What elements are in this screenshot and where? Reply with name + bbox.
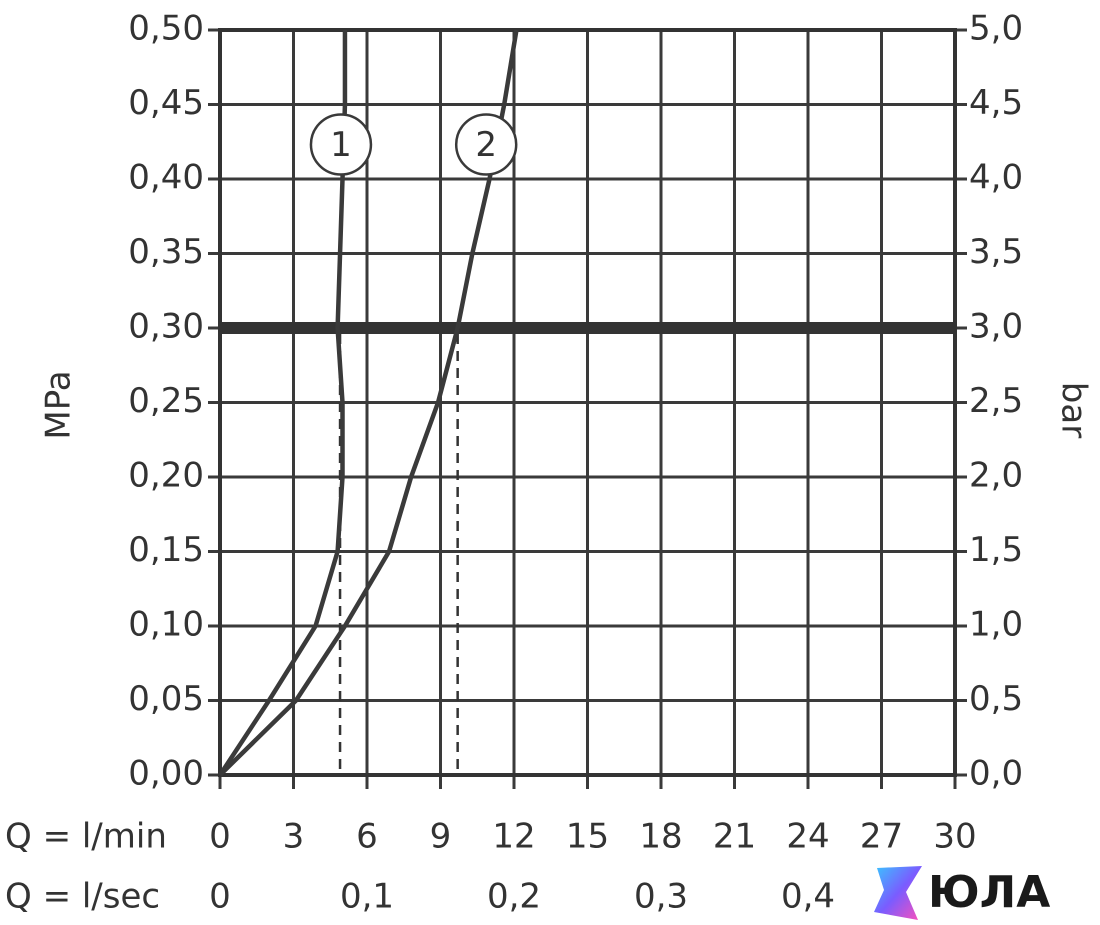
y-tick-label: 0,40 xyxy=(128,158,204,198)
x-tick-label: 3 xyxy=(283,817,305,857)
y-tick-label: 0,05 xyxy=(128,679,204,719)
x-tick-label: 18 xyxy=(639,817,682,857)
x-row-label: Q = l/min xyxy=(5,817,167,857)
y2-tick-label: 4,0 xyxy=(969,158,1023,198)
y-tick-label: 0,25 xyxy=(128,381,204,421)
y2-tick-label: 2,5 xyxy=(969,381,1023,421)
x2-tick-label: 0,2 xyxy=(487,877,541,917)
x2-tick-label: 0,3 xyxy=(634,877,688,917)
y2-tick-label: 3,5 xyxy=(969,232,1023,272)
y2-axis-label: bar xyxy=(1054,382,1094,438)
x-tick-label: 24 xyxy=(786,817,829,857)
y2-tick-label: 2,0 xyxy=(969,456,1023,496)
y-tick-label: 0,20 xyxy=(128,456,204,496)
x2-tick-label: 0 xyxy=(209,877,231,917)
x-tick-label: 0 xyxy=(209,817,231,857)
x-tick-label: 6 xyxy=(356,817,378,857)
y-tick-label: 0,10 xyxy=(128,605,204,645)
logo-icon xyxy=(874,866,922,920)
x2-tick-label: 0,1 xyxy=(340,877,394,917)
y-axis-label: MPa xyxy=(39,370,79,439)
y2-tick-label: 0,0 xyxy=(969,754,1023,794)
x-tick-label: 30 xyxy=(933,817,976,857)
x2-tick-label: 0,4 xyxy=(781,877,835,917)
y-tick-label: 0,50 xyxy=(128,9,204,49)
y-tick-label: 0,45 xyxy=(128,83,204,123)
y-tick-label: 0,15 xyxy=(128,530,204,570)
x2-row-label: Q = l/sec xyxy=(5,877,160,917)
y2-tick-label: 1,5 xyxy=(969,530,1023,570)
y-tick-label: 0,00 xyxy=(128,754,204,794)
plot-border xyxy=(218,28,957,777)
curve-badge xyxy=(309,113,373,176)
y2-tick-label: 3,0 xyxy=(969,307,1023,347)
x-tick-label: 15 xyxy=(566,817,609,857)
x-tick-label: 9 xyxy=(430,817,452,857)
legend-label: 2 xyxy=(475,125,497,165)
x-tick-label: 21 xyxy=(713,817,756,857)
watermark: ЮЛА xyxy=(928,867,1050,918)
y2-tick-label: 4,5 xyxy=(969,83,1023,123)
y2-tick-label: 0,5 xyxy=(969,679,1023,719)
y-tick-label: 0,35 xyxy=(128,232,204,272)
x-tick-label: 27 xyxy=(860,817,903,857)
y2-tick-label: 1,0 xyxy=(969,605,1023,645)
y2-tick-label: 5,0 xyxy=(969,9,1023,49)
curve-badge xyxy=(454,113,518,176)
legend-label: 1 xyxy=(330,125,352,165)
y-tick-label: 0,30 xyxy=(128,307,204,347)
x-tick-label: 12 xyxy=(492,817,535,857)
